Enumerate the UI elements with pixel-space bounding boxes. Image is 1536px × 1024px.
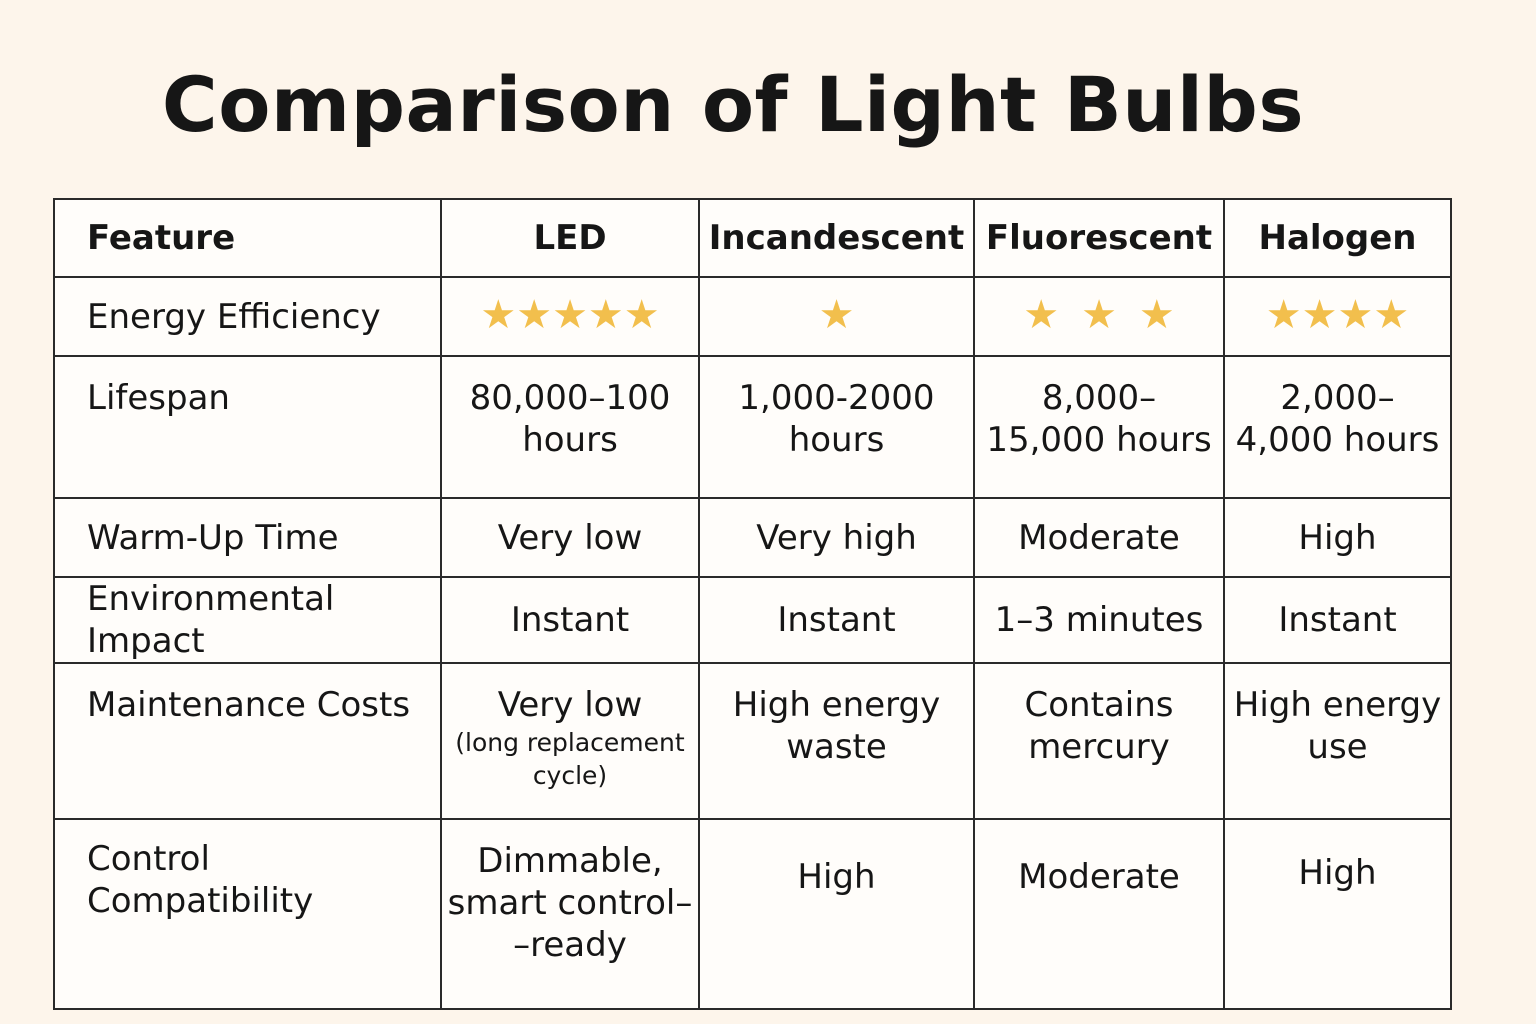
row-label: Environmental Impact xyxy=(53,576,442,664)
page-title: Comparison of Light Bulbs xyxy=(161,60,1305,149)
cell-note: (long replacement xyxy=(455,728,685,757)
cell-line: High energy xyxy=(1233,685,1442,725)
cell-line: 15,000 hours xyxy=(986,420,1212,460)
row-label: Warm-Up Time xyxy=(53,497,442,578)
maintenance-incandescent: High energy waste xyxy=(698,662,975,820)
row-label: Maintenance Costs xyxy=(53,662,442,820)
control-fluorescent: Moderate xyxy=(973,818,1225,1010)
cell-line: 1,000-2000 xyxy=(738,378,935,418)
env-impact-halogen: Instant xyxy=(1223,576,1452,664)
warm-up-fluorescent: Moderate xyxy=(973,497,1225,578)
row-label: Lifespan xyxy=(53,355,442,499)
rating-cell-led: ★★★★★ xyxy=(440,276,700,357)
cell-line: 80,000–100 xyxy=(469,378,671,418)
control-led: Dimmable, smart control– –ready xyxy=(440,818,700,1010)
cell-line: use xyxy=(1307,727,1368,767)
row-label: Energy Efficiency xyxy=(53,276,442,357)
lifespan-fluorescent: 8,000– 15,000 hours xyxy=(973,355,1225,499)
table-row-environmental-impact: Environmental Impact Instant Instant 1–3… xyxy=(53,576,1452,664)
table-row-energy-efficiency: Energy Efficiency ★★★★★ ★ ★★★ ★★★★ xyxy=(53,276,1452,357)
lifespan-led: 80,000–100 hours xyxy=(440,355,700,499)
rating-cell-fluorescent: ★★★ xyxy=(973,276,1225,357)
cell-line: mercury xyxy=(1028,727,1170,767)
comparison-table: Feature LED Incandescent Fluorescent Hal… xyxy=(53,198,1452,1010)
table-row-warm-up-time: Warm-Up Time Very low Very high Moderate… xyxy=(53,497,1452,578)
rating-cell-incandescent: ★ xyxy=(698,276,975,357)
star-rating-led: ★★★★★ xyxy=(480,292,660,338)
cell-line: hours xyxy=(788,420,885,460)
header-incandescent: Incandescent xyxy=(698,198,975,278)
star-rating-halogen: ★★★★ xyxy=(1265,292,1410,338)
cell-line: Dimmable, xyxy=(477,841,663,881)
maintenance-fluorescent: Contains mercury xyxy=(973,662,1225,820)
warm-up-incandescent: Very high xyxy=(698,497,975,578)
env-impact-fluorescent: 1–3 minutes xyxy=(973,576,1225,664)
row-label-line: Compatibility xyxy=(87,881,314,921)
lifespan-incandescent: 1,000-2000 hours xyxy=(698,355,975,499)
cell-line: –ready xyxy=(513,925,627,965)
cell-line: 2,000– xyxy=(1280,378,1395,418)
cell-line: smart control– xyxy=(447,883,693,923)
env-impact-incandescent: Instant xyxy=(698,576,975,664)
header-row: Feature LED Incandescent Fluorescent Hal… xyxy=(53,198,1452,278)
row-label: Control Compatibility xyxy=(53,818,442,1010)
warm-up-led: Very low xyxy=(440,497,700,578)
table-row-maintenance-costs: Maintenance Costs Very low (long replace… xyxy=(53,662,1452,820)
header-fluorescent: Fluorescent xyxy=(973,198,1225,278)
cell-line: Very low xyxy=(497,685,643,725)
header-led: LED xyxy=(440,198,700,278)
control-incandescent: High xyxy=(698,818,975,1010)
table-row-lifespan: Lifespan 80,000–100 hours 1,000-2000 hou… xyxy=(53,355,1452,499)
cell-line: hours xyxy=(522,420,618,460)
cell-line: 4,000 hours xyxy=(1235,420,1440,460)
maintenance-led: Very low (long replacement cycle) xyxy=(440,662,700,820)
lifespan-halogen: 2,000– 4,000 hours xyxy=(1223,355,1452,499)
cell-note: cycle) xyxy=(532,761,608,790)
maintenance-halogen: High energy use xyxy=(1223,662,1452,820)
env-impact-led: Instant xyxy=(440,576,700,664)
star-rating-fluorescent: ★★★ xyxy=(1023,292,1197,338)
header-halogen: Halogen xyxy=(1223,198,1452,278)
star-rating-incandescent: ★ xyxy=(818,292,855,338)
row-label-line: Control xyxy=(87,839,210,879)
warm-up-halogen: High xyxy=(1223,497,1452,578)
header-feature: Feature xyxy=(53,198,442,278)
cell-line: waste xyxy=(786,727,887,767)
control-halogen: High xyxy=(1223,818,1452,1010)
table-row-control-compatibility: Control Compatibility Dimmable, smart co… xyxy=(53,818,1452,1010)
cell-line: Contains xyxy=(1024,685,1174,725)
cell-line: High energy xyxy=(732,685,941,725)
rating-cell-halogen: ★★★★ xyxy=(1223,276,1452,357)
cell-line: 8,000– xyxy=(1041,378,1157,418)
